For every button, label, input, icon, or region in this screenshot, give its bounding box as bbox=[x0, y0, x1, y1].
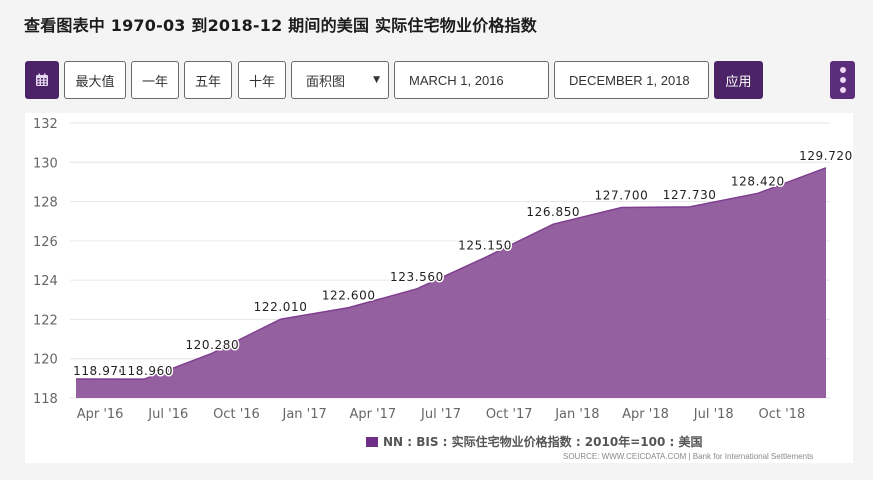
x-tick-label: Jul '18 bbox=[693, 407, 734, 422]
data-label: 127.700 bbox=[595, 188, 649, 202]
legend-swatch bbox=[366, 436, 378, 447]
legend-label: NN : BIS : 实际住宅物业价格指数 : 2010年=100 : 美国 bbox=[383, 435, 703, 449]
data-label: 118.970 bbox=[73, 364, 127, 378]
x-axis-labels: Apr '16 Jul '16 Oct '16 Jan '17 Apr '17 Jul '… bbox=[77, 407, 806, 422]
data-label: 125.150 bbox=[458, 239, 512, 253]
x-tick-label: Jan '18 bbox=[554, 407, 599, 422]
data-label: 123.560 bbox=[390, 270, 444, 284]
source-credit: SOURCE: WWW.CEICDATA.COM | Bank for Inte… bbox=[563, 452, 814, 461]
x-tick-label: Apr '18 bbox=[622, 407, 669, 422]
data-label: 127.730 bbox=[663, 188, 717, 202]
y-tick-label: 120 bbox=[33, 353, 58, 368]
series-line bbox=[75, 167, 827, 380]
x-tick-label: Apr '16 bbox=[77, 407, 124, 422]
data-label: 126.850 bbox=[526, 205, 580, 219]
chart-type-select[interactable]: 面积图 ▼ bbox=[291, 61, 389, 99]
y-tick-label: 132 bbox=[33, 117, 58, 132]
x-tick-label: Jan '17 bbox=[281, 407, 326, 422]
more-vertical-icon bbox=[839, 65, 846, 95]
range-1y-button[interactable]: 一年 bbox=[131, 61, 179, 99]
range-5y-button[interactable]: 五年 bbox=[184, 61, 232, 99]
y-tick-label: 130 bbox=[33, 156, 58, 171]
data-label: 128.420 bbox=[731, 174, 785, 188]
area-series[interactable] bbox=[76, 167, 826, 398]
more-options-button[interactable] bbox=[830, 61, 855, 99]
data-label: 122.600 bbox=[322, 289, 376, 303]
y-tick-label: 126 bbox=[33, 235, 58, 250]
range-max-button[interactable]: 最大值 bbox=[64, 61, 126, 99]
data-label: 120.280 bbox=[185, 338, 239, 352]
x-tick-label: Oct '16 bbox=[213, 407, 260, 422]
chart-legend[interactable]: NN : BIS : 实际住宅物业价格指数 : 2010年=100 : 美国 bbox=[366, 433, 702, 450]
x-tick-label: Oct '18 bbox=[759, 407, 806, 422]
y-tick-label: 124 bbox=[33, 274, 58, 289]
range-10y-button[interactable]: 十年 bbox=[238, 61, 286, 99]
y-tick-label: 118 bbox=[33, 392, 58, 407]
y-axis-labels: 118 120 122 124 126 128 130 132 bbox=[33, 117, 58, 407]
y-tick-label: 128 bbox=[33, 196, 58, 211]
apply-button[interactable]: 应用 bbox=[714, 61, 763, 99]
start-date-input[interactable]: MARCH 1, 2016 bbox=[394, 61, 549, 99]
chart-type-value: 面积图 bbox=[306, 74, 346, 90]
x-tick-label: Apr '17 bbox=[349, 407, 396, 422]
x-tick-label: Jul '17 bbox=[420, 407, 461, 422]
data-label: 118.960 bbox=[119, 364, 173, 378]
calendar-icon bbox=[36, 73, 48, 86]
chevron-down-icon: ▼ bbox=[373, 75, 380, 85]
page-title: 查看图表中 1970-03 到2018-12 期间的美国 实际住宅物业价格指数 bbox=[24, 16, 537, 35]
data-label: 122.010 bbox=[254, 300, 308, 314]
end-date-input[interactable]: DECEMBER 1, 2018 bbox=[554, 61, 709, 99]
x-tick-label: Oct '17 bbox=[486, 407, 533, 422]
x-tick-label: Jul '16 bbox=[147, 407, 188, 422]
data-label: 129.720 bbox=[799, 149, 853, 163]
calendar-button[interactable] bbox=[25, 61, 59, 99]
y-tick-label: 122 bbox=[33, 313, 58, 328]
